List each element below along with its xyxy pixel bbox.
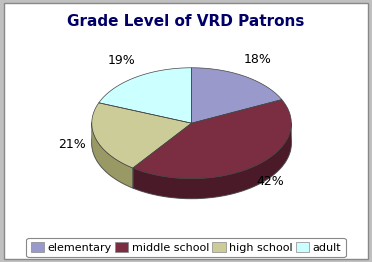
Text: 18%: 18%	[244, 53, 272, 66]
Polygon shape	[192, 68, 282, 123]
Ellipse shape	[92, 88, 291, 199]
Text: 21%: 21%	[58, 138, 86, 151]
Text: Grade Level of VRD Patrons: Grade Level of VRD Patrons	[67, 14, 305, 29]
Polygon shape	[92, 103, 192, 168]
Polygon shape	[133, 123, 291, 199]
Polygon shape	[92, 123, 133, 188]
Polygon shape	[99, 68, 192, 123]
Text: 19%: 19%	[108, 54, 136, 67]
Polygon shape	[133, 100, 291, 179]
Legend: elementary, middle school, high school, adult: elementary, middle school, high school, …	[26, 238, 346, 257]
Text: 42%: 42%	[257, 175, 285, 188]
